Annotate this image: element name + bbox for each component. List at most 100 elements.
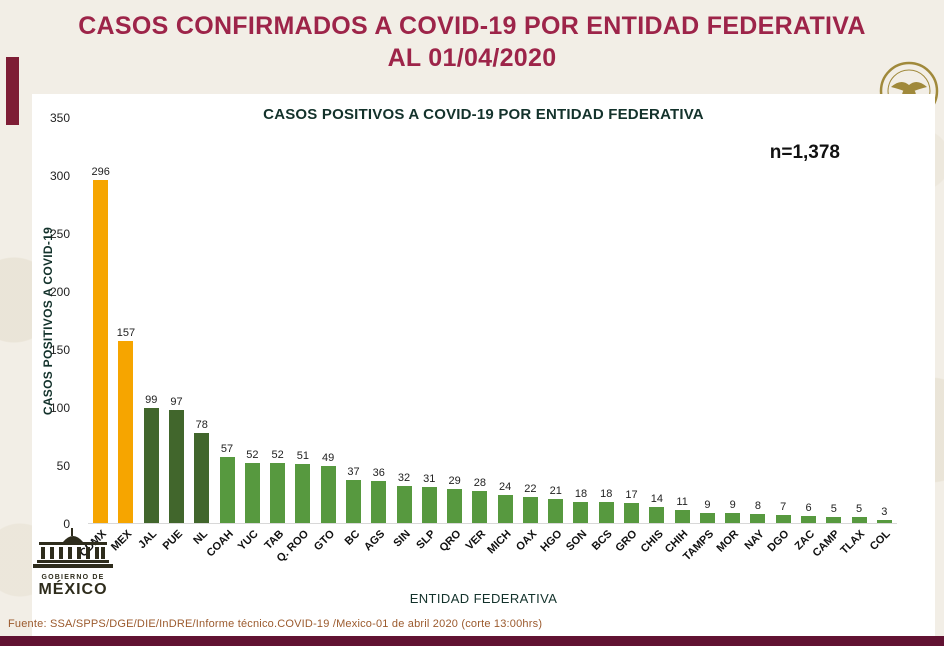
x-tick-label: PUE <box>160 528 185 553</box>
total-annotation: n=1,378 <box>769 142 840 163</box>
bar-column: 24 MICH <box>485 118 518 556</box>
bar-value-label: 18 <box>600 488 613 500</box>
bar-column: 51 Q. ROO <box>275 118 315 565</box>
x-tick-label: DGO <box>765 528 792 555</box>
y-axis: 0 50 100 150 200 250 300 350 <box>32 111 78 531</box>
bar-value-label: 7 <box>780 501 787 513</box>
x-tick-label: AGS <box>361 528 388 554</box>
chart-title: CASOS POSITIVOS A COVID-19 POR ENTIDAD F… <box>263 106 704 123</box>
bar <box>674 510 690 523</box>
y-tick-label: 150 <box>49 343 70 357</box>
bar-column: 52 TAB <box>262 118 290 552</box>
bar <box>826 517 842 523</box>
bar-value-label: 36 <box>372 467 385 479</box>
x-tick-label: BCS <box>589 528 615 553</box>
source-footer: Fuente: SSA/SPPS/DGE/DIE/InDRE/Informe t… <box>8 618 543 630</box>
bar <box>649 507 665 523</box>
bar-column: 57 COAH <box>204 118 239 559</box>
bar-value-label: 28 <box>473 477 486 489</box>
y-tick-label: 250 <box>49 227 70 241</box>
bar <box>244 463 260 523</box>
x-tick-label: CHIS <box>638 528 666 556</box>
bar-column: 22 OAX <box>514 118 543 553</box>
bar-value-label: 99 <box>145 394 158 406</box>
bar <box>320 466 336 523</box>
bar-value-label: 6 <box>805 502 812 514</box>
x-tick-label: SIN <box>391 528 413 550</box>
bar <box>750 514 766 523</box>
x-tick-label: SON <box>564 528 590 554</box>
logo-text-line2: MÉXICO <box>38 581 108 598</box>
bar-column: 31 SLP <box>414 118 442 552</box>
bar <box>371 481 387 523</box>
bar <box>270 463 286 523</box>
bar <box>472 491 488 523</box>
bar <box>497 495 513 523</box>
bar-value-label: 52 <box>246 449 259 461</box>
page-title: CASOS CONFIRMADOS A COVID-19 POR ENTIDAD… <box>0 10 944 74</box>
bar-column: 18 SON <box>564 118 593 553</box>
x-tick-label: OAX <box>513 528 539 554</box>
x-tick-label: COL <box>867 528 893 553</box>
bar <box>573 502 589 523</box>
x-tick-label: MOR <box>714 528 742 555</box>
y-tick-label: 300 <box>49 169 70 183</box>
y-tick-label: 350 <box>49 111 70 125</box>
bar-column: 28 VER <box>464 118 492 552</box>
bar <box>725 513 741 523</box>
palace-silhouette-icon <box>33 528 113 568</box>
bar-value-label: 52 <box>271 449 284 461</box>
plot-area: 296 CDMX 157 MEX 99 JAL 97 PUE 78 NL 57 COAH 52 YUC 52… <box>78 118 897 565</box>
gobierno-de-mexico-logo: GOBIERNO DE MÉXICO <box>28 528 118 599</box>
bar-value-label: 9 <box>729 499 736 511</box>
bar <box>699 513 715 523</box>
bar-column: 99 JAL <box>137 118 164 551</box>
x-tick-label: TLAX <box>838 528 868 557</box>
bar <box>775 515 791 523</box>
page-title-line1: CASOS CONFIRMADOS A COVID-19 POR ENTIDAD… <box>78 12 866 40</box>
bar <box>801 516 817 523</box>
bar-value-label: 9 <box>704 499 711 511</box>
bottom-bar <box>0 636 944 646</box>
bar <box>548 499 564 523</box>
bar-value-label: 14 <box>650 493 663 505</box>
bar-column: 5 CAMP <box>811 118 846 559</box>
chart-card: CASOS POSITIVOS A COVID-19 POR ENTIDAD F… <box>32 94 935 636</box>
bar-column: 3 COL <box>868 118 897 553</box>
bar <box>143 408 159 523</box>
bar-column: 18 BCS <box>590 118 619 553</box>
bar <box>295 464 311 523</box>
bar-column: 11 CHIH <box>663 118 694 555</box>
bar <box>219 457 235 523</box>
bar-value-label: 24 <box>499 481 512 493</box>
bar-column: 9 MOR <box>715 118 745 555</box>
x-tick-label: CAMP <box>810 528 843 560</box>
bar-value-label: 22 <box>524 483 537 495</box>
bar-column: 29 QRO <box>437 118 467 554</box>
bar-column: 5 TLAX <box>839 118 871 557</box>
bar <box>447 489 463 523</box>
y-tick-label: 100 <box>49 401 70 415</box>
y-tick-label: 200 <box>49 285 70 299</box>
bar-value-label: 17 <box>625 489 638 501</box>
x-tick-label: YUC <box>235 528 261 553</box>
bar-column: 7 DGO <box>766 118 796 554</box>
x-tick-label: JAL <box>136 528 160 552</box>
bar-column: 37 BC <box>341 118 366 548</box>
bar <box>851 517 867 523</box>
bar-column: 296 CDMX <box>78 118 113 559</box>
bar-column: 17 GRO <box>614 118 644 554</box>
x-tick-label: VER <box>463 528 489 553</box>
y-tick-label: 0 <box>63 517 70 531</box>
bar-value-label: 51 <box>296 450 310 462</box>
bar-column: 157 MEX <box>109 118 138 553</box>
bar-value-label: 49 <box>322 452 335 464</box>
bar-column: 78 NL <box>189 118 214 547</box>
bar <box>93 180 109 523</box>
bar-column: 52 YUC <box>236 118 265 553</box>
bar-value-label: 57 <box>220 443 234 455</box>
x-axis-title: ENTIDAD FEDERATIVA <box>409 591 558 606</box>
x-tick-label: QRO <box>436 528 464 555</box>
bar <box>522 497 538 523</box>
logo-text-line1: GOBIERNO DE <box>41 574 105 581</box>
